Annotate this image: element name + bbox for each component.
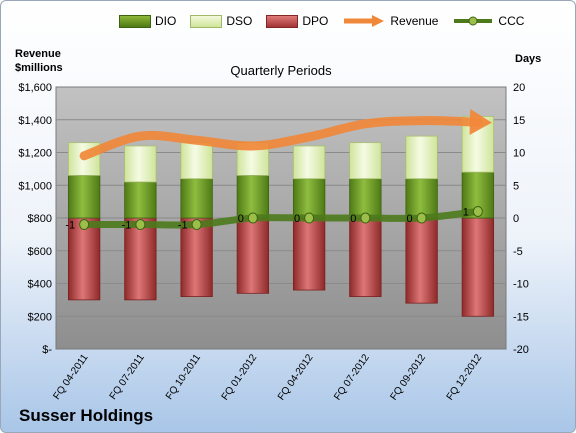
- legend: DIO DSO DPO Revenue CCC: [119, 14, 538, 28]
- revenue-line: [79, 116, 483, 161]
- dpo-bar: [292, 217, 326, 291]
- legend-swatch-dio: [119, 14, 151, 28]
- left-tick-label: $1,200: [18, 148, 52, 160]
- left-tick-label: $1,600: [18, 82, 52, 94]
- dso-bar: [124, 145, 157, 183]
- left-axis-title-line1: Revenue: [15, 48, 61, 60]
- legend-item-dpo: DPO: [266, 14, 328, 28]
- dso-bar: [349, 142, 382, 180]
- right-tick-label: -15: [513, 311, 529, 323]
- ccc-point: [416, 212, 427, 224]
- ccc-point: [472, 205, 483, 217]
- right-axis-title: Days: [515, 53, 542, 65]
- ccc-point: [360, 212, 371, 224]
- dio-bar: [124, 181, 157, 219]
- legend-item-dio: DIO: [119, 14, 176, 28]
- legend-item-revenue: Revenue: [342, 14, 438, 28]
- ccc-point: [247, 212, 258, 224]
- dso-bar: [292, 145, 326, 180]
- dpo-bar: [349, 217, 382, 297]
- dpo-bar: [405, 217, 438, 304]
- right-tick-label: 5: [513, 180, 519, 192]
- dio-bar: [349, 178, 382, 219]
- right-tick-label: -5: [513, 246, 523, 258]
- ccc-data-label: 0: [407, 213, 413, 225]
- left-tick-label: $200: [28, 311, 52, 323]
- ccc-point: [304, 212, 315, 224]
- chart-title: Quarterly Periods: [230, 63, 332, 78]
- right-tick-label: 0: [513, 213, 519, 225]
- category-label: FQ 09-2012: [388, 352, 428, 402]
- ccc-point: [191, 219, 202, 231]
- ccc-point: [135, 219, 146, 231]
- category-label: FQ 01-2012: [220, 352, 260, 402]
- ccc-data-label: -1: [65, 220, 75, 232]
- category-label: FQ 04-2012: [276, 352, 316, 402]
- legend-label-ccc: CCC: [498, 14, 525, 28]
- right-tick-label: -20: [513, 344, 529, 356]
- ccc-data-label: -1: [122, 220, 132, 232]
- legend-item-ccc: CCC: [452, 14, 524, 28]
- ccc-data-label: 0: [350, 213, 356, 225]
- legend-label-revenue: Revenue: [390, 14, 439, 28]
- legend-arrow-icon: [344, 15, 385, 27]
- dpo-bar: [67, 217, 101, 301]
- left-tick-label: $400: [28, 279, 52, 291]
- category-label: FQ 07-2011: [108, 352, 147, 402]
- legend-swatch-dpo: [266, 14, 299, 28]
- legend-label-dso: DSO: [226, 14, 253, 28]
- dpo-bar: [180, 217, 213, 297]
- category-label: FQ 10-2011: [164, 352, 203, 402]
- dso-bar: [405, 135, 438, 180]
- revenue-arrowhead: [469, 108, 492, 135]
- left-axis-title-line2: $millions: [15, 62, 63, 74]
- right-tick-label: -10: [513, 279, 529, 291]
- legend-label-dio: DIO: [155, 14, 177, 28]
- dio-bar: [180, 178, 213, 219]
- company-name: Susser Holdings: [19, 406, 154, 425]
- legend-swatch-dso: [190, 14, 223, 28]
- legend-ccc-icon: [454, 16, 493, 26]
- dpo-bar: [461, 217, 495, 317]
- category-label: FQ 12-2012: [445, 352, 485, 402]
- left-axis-title: Revenue $millions: [15, 47, 63, 75]
- legend-item-dso: DSO: [190, 14, 252, 28]
- left-tick-label: $1,400: [18, 115, 52, 127]
- left-tick-label: $-: [42, 344, 52, 356]
- ccc-point: [79, 219, 90, 231]
- dio-bar: [67, 175, 101, 219]
- left-tick-label: $800: [28, 213, 52, 225]
- right-tick-label: 10: [513, 148, 525, 160]
- dso-bar: [180, 142, 213, 180]
- dpo-bar: [236, 217, 270, 294]
- legend-label-dpo: DPO: [302, 14, 329, 28]
- ccc-data-label: 0: [294, 213, 300, 225]
- right-tick-label: 15: [513, 115, 525, 127]
- category-label: FQ 04-2011: [51, 352, 90, 402]
- left-tick-label: $1,000: [18, 180, 52, 192]
- right-tick-label: 20: [513, 82, 525, 94]
- dio-bar: [292, 178, 326, 219]
- category-label: FQ 07-2012: [332, 352, 372, 402]
- ccc-data-label: -1: [178, 220, 188, 232]
- left-tick-label: $600: [28, 246, 52, 258]
- ccc-data-label: 0: [238, 213, 244, 225]
- ccc-data-label: 1: [463, 206, 469, 218]
- dio-bar: [236, 175, 270, 219]
